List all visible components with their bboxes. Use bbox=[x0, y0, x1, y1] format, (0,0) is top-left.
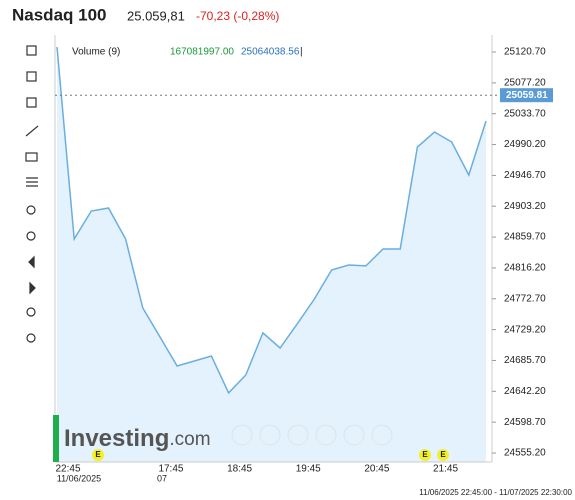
event-marker bbox=[419, 449, 431, 461]
separator: | bbox=[300, 47, 303, 58]
y-tick-label: 24903.20 bbox=[504, 201, 546, 212]
logo-main: Investing bbox=[64, 425, 169, 452]
nav-button[interactable] bbox=[371, 424, 393, 446]
nav-button[interactable] bbox=[343, 424, 365, 446]
event-label: E bbox=[440, 450, 446, 459]
y-tick-label: 24598.70 bbox=[504, 417, 546, 428]
event-label: E bbox=[422, 450, 428, 459]
current-price-label: 25059.81 bbox=[506, 90, 548, 101]
index-name: Nasdaq 100 bbox=[12, 5, 107, 24]
logo-suffix: .com bbox=[169, 429, 210, 450]
y-tick-label: 25077.20 bbox=[504, 78, 546, 89]
x-sublabel: 07 bbox=[157, 473, 167, 483]
change: -70,23 (-0,28%) bbox=[196, 9, 279, 23]
volume-label: Volume (9) bbox=[72, 47, 120, 58]
nav-button[interactable] bbox=[287, 424, 309, 446]
nav-button[interactable] bbox=[259, 424, 281, 446]
y-tick-label: 24555.20 bbox=[504, 448, 546, 459]
y-tick-label: 24642.20 bbox=[504, 386, 546, 397]
tool-icon[interactable] bbox=[26, 45, 37, 56]
volume-value: 167081997.00 bbox=[170, 47, 234, 58]
y-tick-label: 24946.70 bbox=[504, 170, 546, 181]
price: 25.059,81 bbox=[127, 8, 185, 23]
tool-icon[interactable] bbox=[29, 281, 36, 295]
area bbox=[57, 47, 486, 462]
nav-buttons bbox=[231, 424, 393, 446]
tool-icon[interactable] bbox=[26, 97, 37, 108]
x-tick-label: 18:45 bbox=[227, 464, 252, 475]
tool-icon[interactable] bbox=[26, 307, 36, 317]
x-tick-label: 20:45 bbox=[364, 464, 389, 475]
tool-icon[interactable] bbox=[25, 125, 39, 137]
y-tick-label: 24729.20 bbox=[504, 324, 546, 335]
y-tick-label: 24685.70 bbox=[504, 355, 546, 366]
logo-bar bbox=[53, 415, 59, 462]
y-tick-label: 24816.20 bbox=[504, 263, 546, 274]
ma-value: 25064038.56 bbox=[241, 47, 300, 58]
y-tick-label: 24859.70 bbox=[504, 232, 546, 243]
nav-button[interactable] bbox=[231, 424, 253, 446]
toolbar bbox=[25, 45, 39, 343]
y-tick-label: 25120.70 bbox=[504, 47, 546, 58]
tool-icon[interactable] bbox=[28, 255, 35, 269]
y-tick-label: 24990.20 bbox=[504, 139, 546, 150]
line bbox=[56, 46, 487, 395]
tool-icon[interactable] bbox=[26, 71, 37, 82]
x-tick-label: 21:45 bbox=[433, 464, 458, 475]
nav-button[interactable] bbox=[315, 424, 337, 446]
y-tick-label: 25033.70 bbox=[504, 108, 546, 119]
tool-icon[interactable] bbox=[26, 205, 36, 215]
tool-icon[interactable] bbox=[25, 152, 38, 162]
logo: Investing.com bbox=[64, 425, 211, 452]
range-label: 11/06/2025 22:45:00 - 11/07/2025 22:30:0… bbox=[419, 488, 572, 497]
tool-icon[interactable] bbox=[26, 177, 38, 187]
event-marker bbox=[437, 449, 449, 461]
x-tick-label: 19:45 bbox=[296, 464, 321, 475]
x-sublabel: 11/06/2025 bbox=[57, 473, 101, 483]
event-label: E bbox=[95, 450, 101, 459]
x-tick-label: 22:45 bbox=[55, 464, 80, 475]
current-price-tag bbox=[500, 88, 553, 103]
x-tick-label: 17:45 bbox=[158, 464, 183, 475]
tool-icon[interactable] bbox=[26, 333, 36, 343]
tool-icon[interactable] bbox=[26, 231, 36, 241]
y-tick-label: 24772.70 bbox=[504, 293, 546, 304]
event-marker bbox=[92, 449, 104, 461]
